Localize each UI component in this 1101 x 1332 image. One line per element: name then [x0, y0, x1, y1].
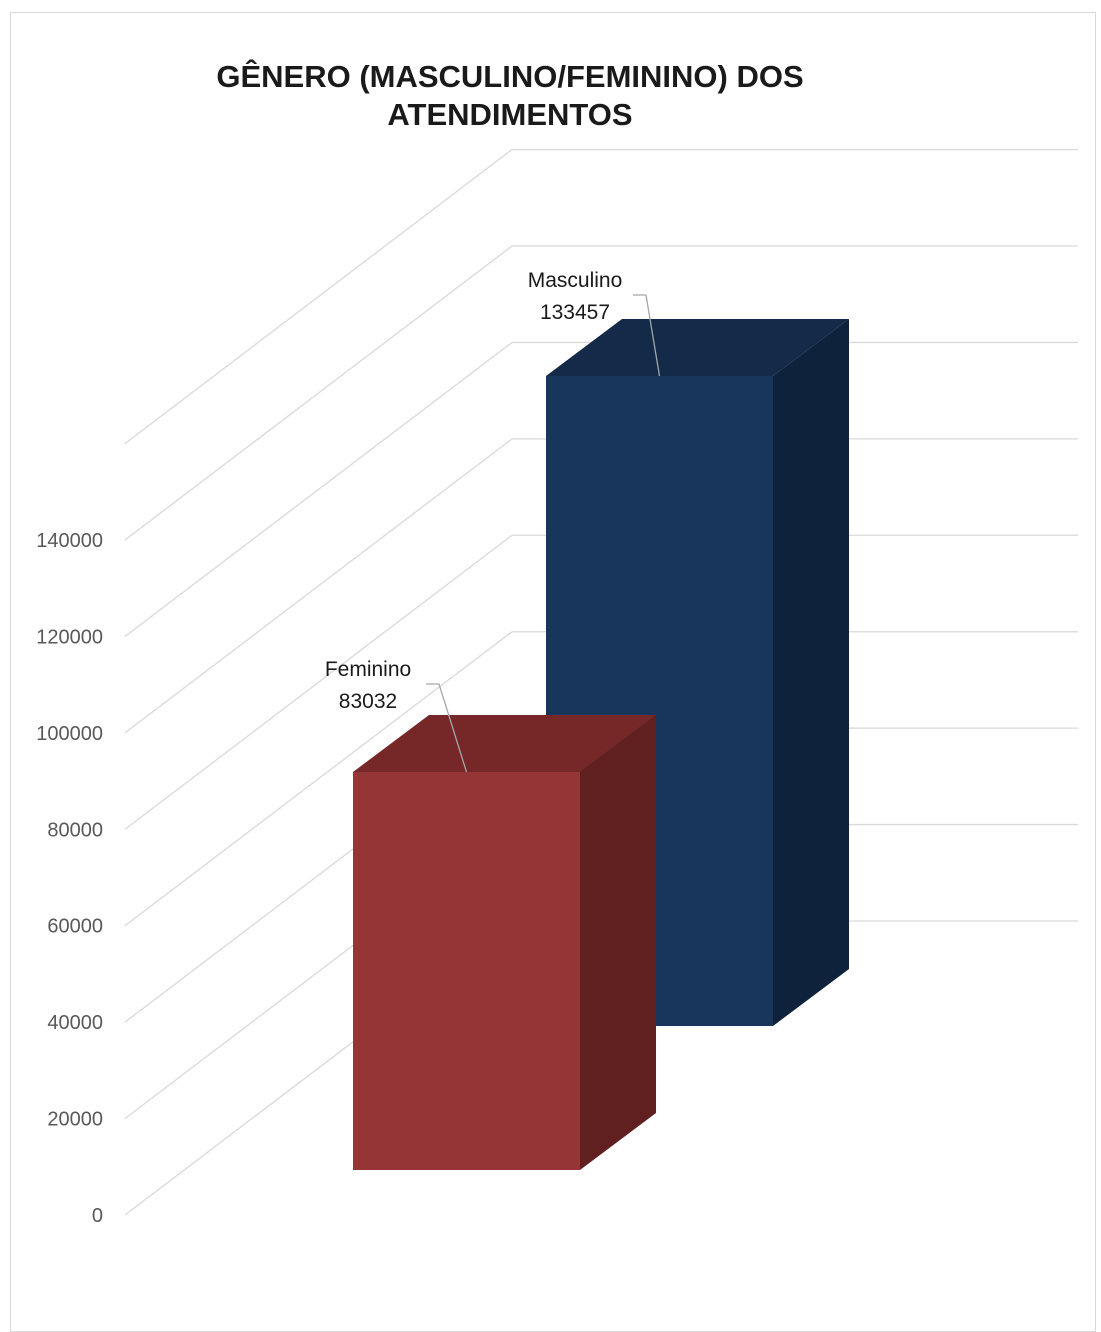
chart-title-line-1: GÊNERO (MASCULINO/FEMININO) DOS: [216, 59, 804, 94]
gridline-diagonal: [124, 149, 513, 445]
gridline-diagonal: [124, 341, 513, 637]
y-tick-label: 20000: [47, 1109, 103, 1131]
leader-line-feminino: [426, 683, 468, 773]
data-label-masculino-category: Masculino: [528, 269, 623, 292]
bar-feminino-side: [580, 715, 656, 1170]
data-label-feminino-category: Feminino: [325, 658, 411, 681]
chart-title: GÊNERO (MASCULINO/FEMININO) DOS ATENDIME…: [0, 58, 1020, 134]
bar-feminino-top: [353, 715, 656, 772]
gridline-diagonal: [124, 534, 513, 830]
chart-title-line-2: ATENDIMENTOS: [387, 97, 633, 132]
y-tick-label: 100000: [36, 723, 103, 745]
y-tick-label: 0: [92, 1205, 103, 1227]
gridline-diagonal: [124, 631, 513, 927]
y-tick-label: 40000: [47, 1012, 103, 1034]
bar-masculino-top: [546, 319, 849, 376]
gridline-diagonal: [124, 438, 513, 734]
y-tick-label: 60000: [47, 916, 103, 938]
data-label-feminino-value: 83032: [339, 690, 397, 713]
bar-masculino-side: [773, 319, 849, 1026]
y-tick-label: 120000: [36, 626, 103, 648]
bar-feminino: [353, 772, 580, 1170]
y-tick-label: 80000: [47, 819, 103, 841]
gridline-diagonal: [124, 245, 513, 541]
y-tick-label: 140000: [36, 530, 103, 552]
data-label-masculino-value: 133457: [540, 301, 610, 324]
leader-line-masculino: [633, 294, 661, 377]
